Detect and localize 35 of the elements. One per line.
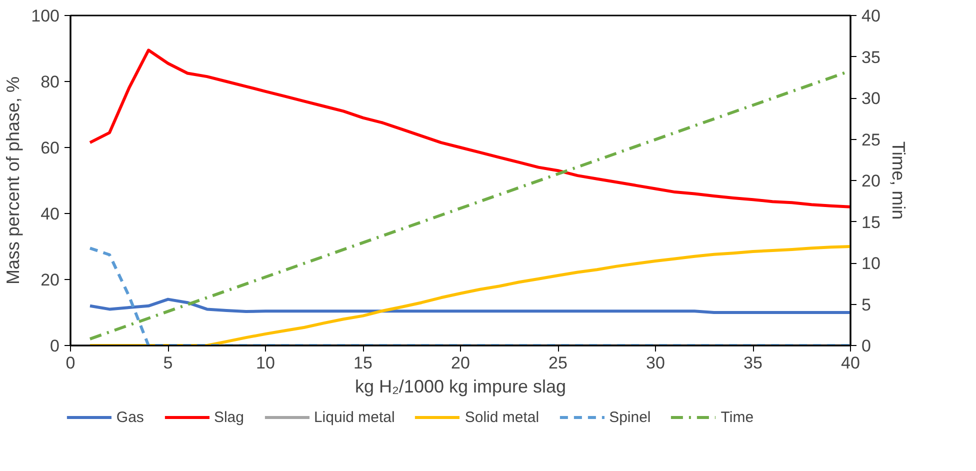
- y-tick-label: 80: [40, 72, 60, 92]
- line-series: [88, 48, 850, 208]
- y-axis-title: Mass percent of phase, %: [3, 76, 24, 285]
- x-tick-label: 30: [646, 354, 665, 372]
- x-tick-label: 35: [744, 354, 762, 372]
- legend-label: Liquid metal: [314, 408, 395, 426]
- y2-tick-label: 15: [862, 212, 880, 232]
- y-tick-label: 20: [40, 270, 60, 290]
- y2-tick-label: 30: [862, 89, 880, 108]
- x-tick-label: 10: [256, 354, 275, 372]
- legend-label: Slag: [214, 408, 244, 426]
- y-tick-label: 40: [40, 204, 60, 224]
- y2-tick-label: 10: [862, 254, 880, 273]
- y2-tick-label: 40: [862, 6, 880, 26]
- x-tick-label: 0: [66, 354, 76, 372]
- x-tick-label: 20: [451, 354, 470, 372]
- y-tick-label: 100: [31, 6, 60, 26]
- y-tick-label: 0: [50, 336, 60, 356]
- y2-tick-label: 20: [862, 172, 880, 190]
- y2-tick-label: 5: [862, 295, 871, 314]
- x-axis-title: kg H₂/1000 kg impure slag: [354, 376, 566, 396]
- legend-label: Gas: [116, 408, 144, 426]
- legend-label: Spinel: [609, 408, 651, 426]
- legend-label: Solid metal: [464, 408, 540, 426]
- y2-tick-label: 35: [862, 48, 880, 67]
- legend-label: Time: [720, 408, 754, 426]
- y2-tick-label: 25: [862, 130, 880, 150]
- y2-tick-label: 0: [862, 336, 871, 356]
- x-tick-label: 25: [548, 354, 568, 372]
- x-tick-label: 40: [841, 354, 860, 372]
- y-tick-label: 60: [40, 138, 60, 158]
- x-tick-label: 15: [354, 354, 372, 372]
- x-tick-label: 5: [163, 354, 173, 372]
- line-series: [88, 298, 850, 314]
- y2-axis-title: Time, min: [888, 141, 908, 220]
